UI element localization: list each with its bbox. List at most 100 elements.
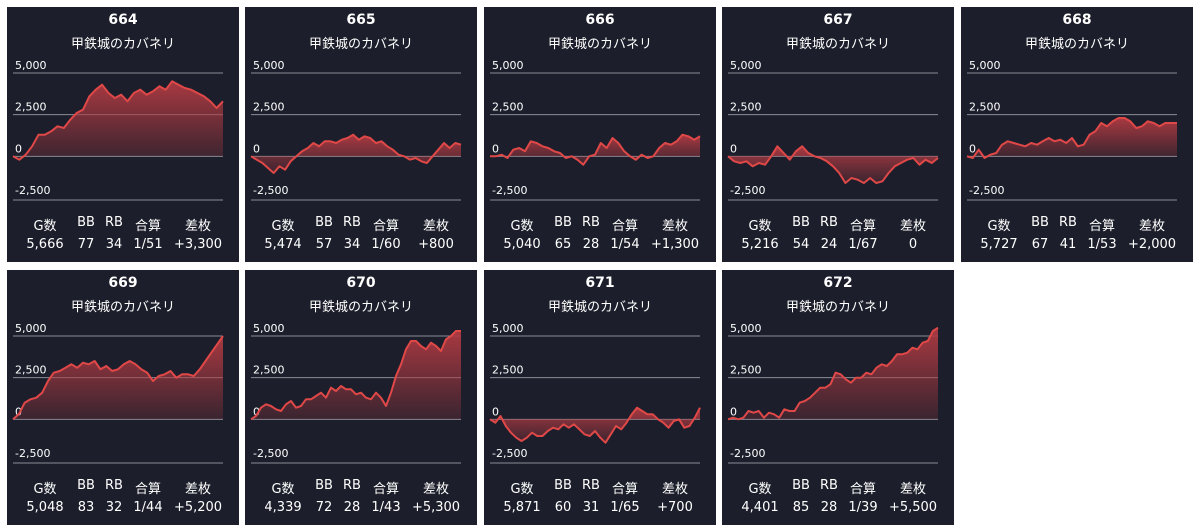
stats-values: 5,727 67 41 1/53 +2,000 <box>961 237 1193 252</box>
bb-value: 77 <box>77 237 95 252</box>
difference-value: +2,000 <box>1127 237 1177 252</box>
tick-label-minus-2500: -2,500 <box>15 184 50 197</box>
tick-label-minus-2500: -2,500 <box>253 447 288 460</box>
tick-label-2500: 2,500 <box>253 364 285 377</box>
stats-values: 5,871 60 31 1/65 +700 <box>484 500 716 515</box>
rb-header: RB <box>105 215 123 230</box>
tick-label-0: 0 <box>492 142 499 155</box>
machine-name: 甲鉄城のカバネリ <box>308 37 413 52</box>
tick-label-0: 0 <box>253 405 260 418</box>
machine-card-668[interactable]: 668 甲鉄城のカバネリ 5,000 2,500 0 -2,500 G数 BB RB … <box>961 7 1193 262</box>
combined-value: 1/44 <box>133 500 163 515</box>
machine-card-664[interactable]: 664 甲鉄城のカバネリ 5,000 2,500 0 -2,500 G数 BB RB … <box>7 7 239 262</box>
stats-header: G数 BB RB 合算 差枚 <box>245 215 477 234</box>
tick-label-minus-2500: -2,500 <box>15 447 50 460</box>
machine-name: 甲鉄城のカバネリ <box>785 37 890 52</box>
combined-header: 合算 <box>134 482 161 497</box>
machine-card-672[interactable]: 672 甲鉄城のカバネリ 5,000 2,500 0 -2,500 G数 BB RB … <box>722 270 954 525</box>
games-value: 5,216 <box>741 237 779 252</box>
tick-label-0: 0 <box>15 142 22 155</box>
games-value: 5,727 <box>980 237 1018 252</box>
combined-header: 合算 <box>1088 219 1115 234</box>
rb-header: RB <box>820 215 838 230</box>
combined-header: 合算 <box>611 482 638 497</box>
tick-label-5000: 5,000 <box>969 59 1001 72</box>
series-line <box>490 133 701 166</box>
rb-value: 32 <box>105 500 123 515</box>
combined-value: 1/65 <box>610 500 640 515</box>
combined-header: 合算 <box>849 482 876 497</box>
tick-label-2500: 2,500 <box>730 364 762 377</box>
series-line <box>12 80 224 161</box>
combined-header: 合算 <box>372 482 399 497</box>
machine-name: 甲鉄城のカバネリ <box>547 300 652 315</box>
rb-value: 28 <box>343 500 361 515</box>
difference-header: 差枚 <box>422 482 449 497</box>
bb-value: 60 <box>554 500 572 515</box>
machine-grid: 664 甲鉄城のカバネリ 5,000 2,500 0 -2,500 G数 BB RB … <box>7 7 1199 532</box>
games-value: 4,339 <box>264 500 302 515</box>
games-header: G数 <box>510 482 534 497</box>
tick-label-2500: 2,500 <box>492 364 524 377</box>
tick-label-minus-2500: -2,500 <box>730 184 765 197</box>
rb-header: RB <box>820 478 838 493</box>
machine-name: 甲鉄城のカバネリ <box>308 300 413 315</box>
difference-header: 差枚 <box>899 482 926 497</box>
bb-header: BB <box>554 478 572 493</box>
stats-header: G数 BB RB 合算 差枚 <box>484 215 716 234</box>
combined-header: 合算 <box>849 219 876 234</box>
machine-name: 甲鉄城のカバネリ <box>547 37 652 52</box>
payout-chart: 5,000 2,500 0 -2,500 <box>12 59 224 201</box>
difference-value: +1,300 <box>650 237 700 252</box>
series-line <box>489 406 701 444</box>
series-line <box>12 335 224 421</box>
area-fill <box>13 81 223 160</box>
machine-card-669[interactable]: 669 甲鉄城のカバネリ 5,000 2,500 0 -2,500 G数 BB RB … <box>7 270 239 525</box>
rb-value: 34 <box>105 237 123 252</box>
payout-chart: 5,000 2,500 0 -2,500 <box>12 322 224 464</box>
machine-card-666[interactable]: 666 甲鉄城のカバネリ 5,000 2,500 0 -2,500 G数 BB RB … <box>484 7 716 262</box>
machine-name: 甲鉄城のカバネリ <box>70 300 175 315</box>
tick-label-5000: 5,000 <box>15 59 47 72</box>
tick-label-minus-2500: -2,500 <box>969 184 1004 197</box>
tick-label-2500: 2,500 <box>253 101 285 114</box>
tick-label-0: 0 <box>253 142 260 155</box>
machine-name: 甲鉄城のカバネリ <box>1024 37 1129 52</box>
combined-value: 1/51 <box>133 237 163 252</box>
bb-value: 83 <box>77 500 95 515</box>
games-value: 5,666 <box>26 237 64 252</box>
games-header: G数 <box>33 482 57 497</box>
combined-value: 1/60 <box>371 237 401 252</box>
machine-card-671[interactable]: 671 甲鉄城のカバネリ 5,000 2,500 0 -2,500 G数 BB RB … <box>484 270 716 525</box>
combined-value: 1/39 <box>848 500 878 515</box>
bb-header: BB <box>315 215 333 230</box>
machine-card-667[interactable]: 667 甲鉄城のカバネリ 5,000 2,500 0 -2,500 G数 BB RB … <box>722 7 954 262</box>
machine-card-670[interactable]: 670 甲鉄城のカバネリ 5,000 2,500 0 -2,500 G数 BB RB … <box>245 270 477 525</box>
rb-header: RB <box>105 478 123 493</box>
rb-value: 34 <box>343 237 361 252</box>
games-value: 5,871 <box>503 500 541 515</box>
bb-header: BB <box>792 478 810 493</box>
stats-header: G数 BB RB 合算 差枚 <box>245 478 477 497</box>
combined-header: 合算 <box>134 219 161 234</box>
machine-number: 668 <box>1062 12 1092 28</box>
combined-value: 1/53 <box>1087 237 1117 252</box>
difference-value: +5,500 <box>888 500 938 515</box>
series-line <box>727 326 939 421</box>
machine-card-665[interactable]: 665 甲鉄城のカバネリ 5,000 2,500 0 -2,500 G数 BB RB … <box>245 7 477 262</box>
combined-value: 1/43 <box>371 500 401 515</box>
machine-number: 670 <box>346 275 376 291</box>
payout-chart: 5,000 2,500 0 -2,500 <box>250 59 462 201</box>
tick-label-5000: 5,000 <box>253 59 285 72</box>
stats-values: 4,401 85 28 1/39 +5,500 <box>722 500 954 515</box>
combined-header: 合算 <box>372 219 399 234</box>
tick-label-5000: 5,000 <box>730 322 762 335</box>
bb-value: 57 <box>315 237 333 252</box>
tick-label-2500: 2,500 <box>969 101 1001 114</box>
games-header: G数 <box>748 219 772 234</box>
tick-label-2500: 2,500 <box>492 101 524 114</box>
tick-label-2500: 2,500 <box>730 101 762 114</box>
tick-label-0: 0 <box>15 405 22 418</box>
difference-header: 差枚 <box>1138 219 1165 234</box>
rb-value: 31 <box>582 500 600 515</box>
